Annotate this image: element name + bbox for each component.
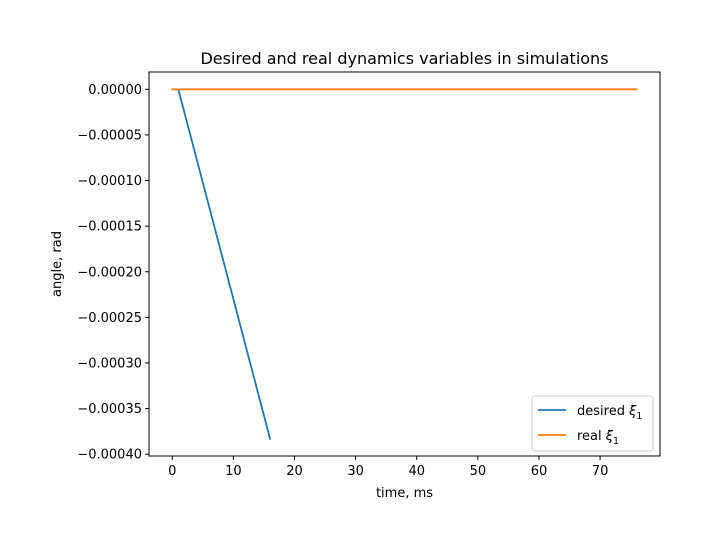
x-tick-label: 70 — [592, 464, 609, 479]
y-tick-label: 0.00000 — [88, 83, 142, 98]
legend-label-desired: desired ξ1 — [577, 404, 642, 422]
y-tick-label: −0.00020 — [77, 265, 142, 280]
y-tick-label: −0.00035 — [77, 402, 142, 417]
y-tick-label: −0.00005 — [77, 128, 142, 143]
y-tick-label: −0.00015 — [77, 220, 142, 235]
x-tick-label: 10 — [225, 464, 242, 479]
y-tick-label: −0.00025 — [77, 311, 142, 326]
plot-area: Desired and real dynamics variables in s… — [50, 49, 661, 501]
x-tick-label: 20 — [286, 464, 303, 479]
x-tick-label: 60 — [531, 464, 548, 479]
x-tick-label: 50 — [470, 464, 487, 479]
legend-label-real: real ξ1 — [577, 429, 619, 447]
series-line-desired — [177, 88, 272, 440]
y-tick-label: −0.00040 — [77, 448, 142, 463]
plot-frame — [148, 71, 661, 457]
y-axis-label: angle, rad — [50, 231, 65, 297]
y-tick-label: −0.00010 — [77, 174, 142, 189]
x-tick-label: 30 — [347, 464, 364, 479]
x-axis-label: time, ms — [376, 486, 433, 501]
x-tick-label: 40 — [408, 464, 425, 479]
chart-title: Desired and real dynamics variables in s… — [200, 49, 608, 68]
legend: desired ξ1 real ξ1 — [531, 395, 654, 452]
y-tick-label: −0.00030 — [77, 356, 142, 371]
x-tick-label: 0 — [168, 464, 176, 479]
